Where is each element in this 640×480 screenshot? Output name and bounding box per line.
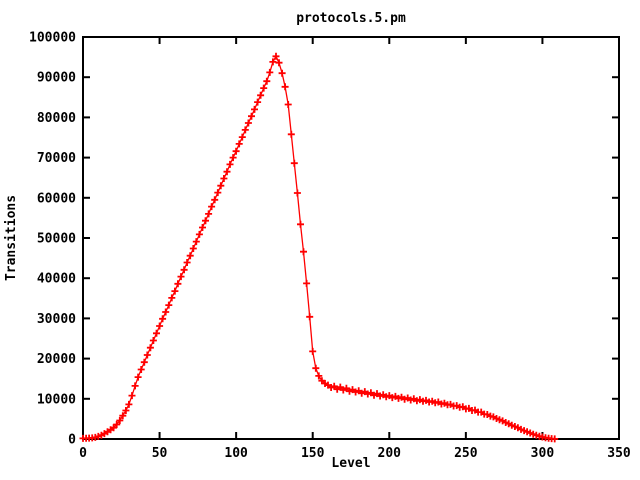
y-axis-label: Transitions [4, 195, 19, 281]
y-tick-label: 40000 [37, 272, 76, 287]
series-markers [79, 52, 559, 443]
y-tick-label: 0 [68, 433, 76, 448]
y-tick-label: 20000 [37, 352, 76, 367]
y-tick-label: 60000 [37, 191, 76, 206]
x-tick-label: 300 [531, 446, 555, 461]
x-tick-label: 100 [224, 446, 248, 461]
y-tick-label: 80000 [37, 111, 76, 126]
y-tick-label: 50000 [37, 232, 76, 247]
x-tick-label: 250 [454, 446, 478, 461]
y-tick-label: 10000 [37, 392, 76, 407]
x-axis-label: Level [331, 456, 370, 471]
y-tick-label: 90000 [37, 71, 76, 86]
chart-title: protocols.5.pm [296, 11, 406, 26]
x-tick-label: 350 [607, 446, 631, 461]
plot-border [82, 36, 620, 440]
plot-area: 0 50 100 150 200 250 300 350 0 10000 20000 30000 400… [29, 31, 631, 462]
x-tick-label: 0 [79, 446, 87, 461]
x-tick-label: 150 [301, 446, 325, 461]
y-tick-label: 70000 [37, 151, 76, 166]
y-tick-label: 30000 [37, 312, 76, 327]
y-tick-label: 100000 [29, 31, 76, 46]
x-tick-label: 200 [378, 446, 402, 461]
x-tick-label: 50 [152, 446, 168, 461]
